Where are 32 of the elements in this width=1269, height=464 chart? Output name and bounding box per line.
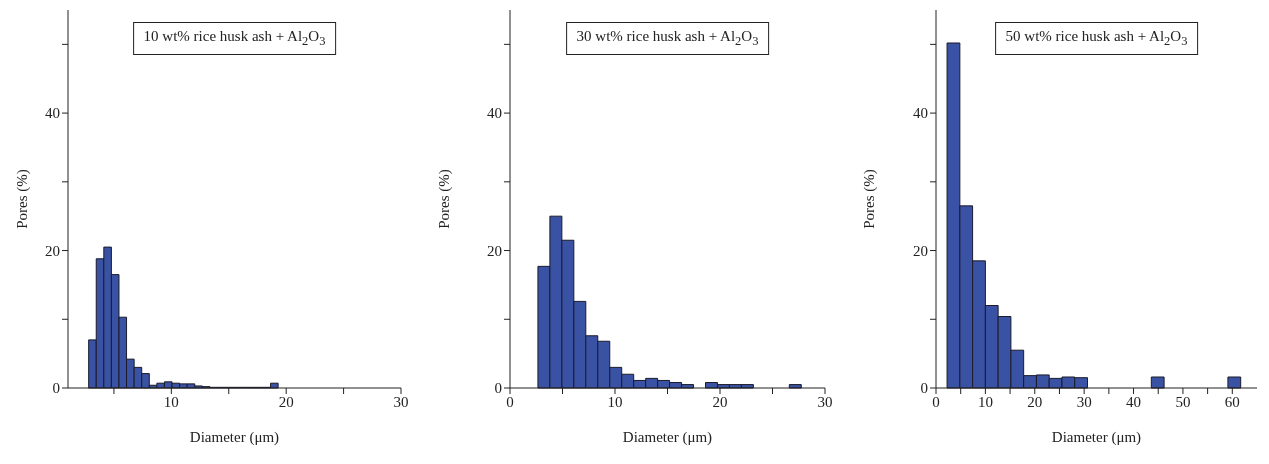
y-tick-label: 40 bbox=[913, 105, 928, 122]
x-tick-label: 20 bbox=[278, 393, 294, 410]
x-tick-label: 30 bbox=[817, 393, 833, 410]
x-tick-label: 60 bbox=[1224, 393, 1240, 410]
y-axis-title: Pores (%) bbox=[436, 169, 454, 229]
x-tick-label: 0 bbox=[932, 393, 940, 410]
x-tick-label: 0 bbox=[506, 393, 514, 410]
y-axis-title: Pores (%) bbox=[861, 169, 879, 229]
text: 30 wt% rice husk ash + Al$_{2}$O$_{3}$ bbox=[565, 22, 770, 55]
y-tick-label: 40 bbox=[487, 105, 502, 122]
text: 50 wt% rice husk ash + Al$_{2}$O$_{3}$ bbox=[994, 22, 1199, 55]
y-axis-title: Pores (%) bbox=[14, 169, 32, 229]
x-tick-label: 10 bbox=[607, 393, 623, 410]
y-tick-label: 0 bbox=[494, 380, 502, 397]
x-tick-label: 50 bbox=[1175, 393, 1191, 410]
x-axis-title: Diameter (μm) bbox=[622, 429, 713, 446]
y-tick-label: 0 bbox=[920, 380, 928, 397]
y-tick-label: 0 bbox=[52, 380, 60, 397]
text: 10 wt% rice husk ash + Al$_{2}$O$_{3}$ bbox=[132, 22, 337, 55]
x-tick-label: 40 bbox=[1126, 393, 1142, 410]
x-tick-label: 20 bbox=[1027, 393, 1043, 410]
y-tick-label: 20 bbox=[45, 242, 60, 259]
y-tick-label: 20 bbox=[913, 242, 928, 259]
x-tick-label: 20 bbox=[712, 393, 728, 410]
x-tick-label: 30 bbox=[1076, 393, 1092, 410]
x-axis-title: Diameter (μm) bbox=[189, 429, 280, 446]
x-tick-label: 10 bbox=[977, 393, 993, 410]
x-axis-title: Diameter (μm) bbox=[1051, 429, 1142, 446]
y-tick-label: 20 bbox=[487, 242, 502, 259]
x-tick-label: 10 bbox=[163, 393, 179, 410]
x-tick-label: 30 bbox=[393, 393, 409, 410]
y-tick-label: 40 bbox=[45, 105, 60, 122]
